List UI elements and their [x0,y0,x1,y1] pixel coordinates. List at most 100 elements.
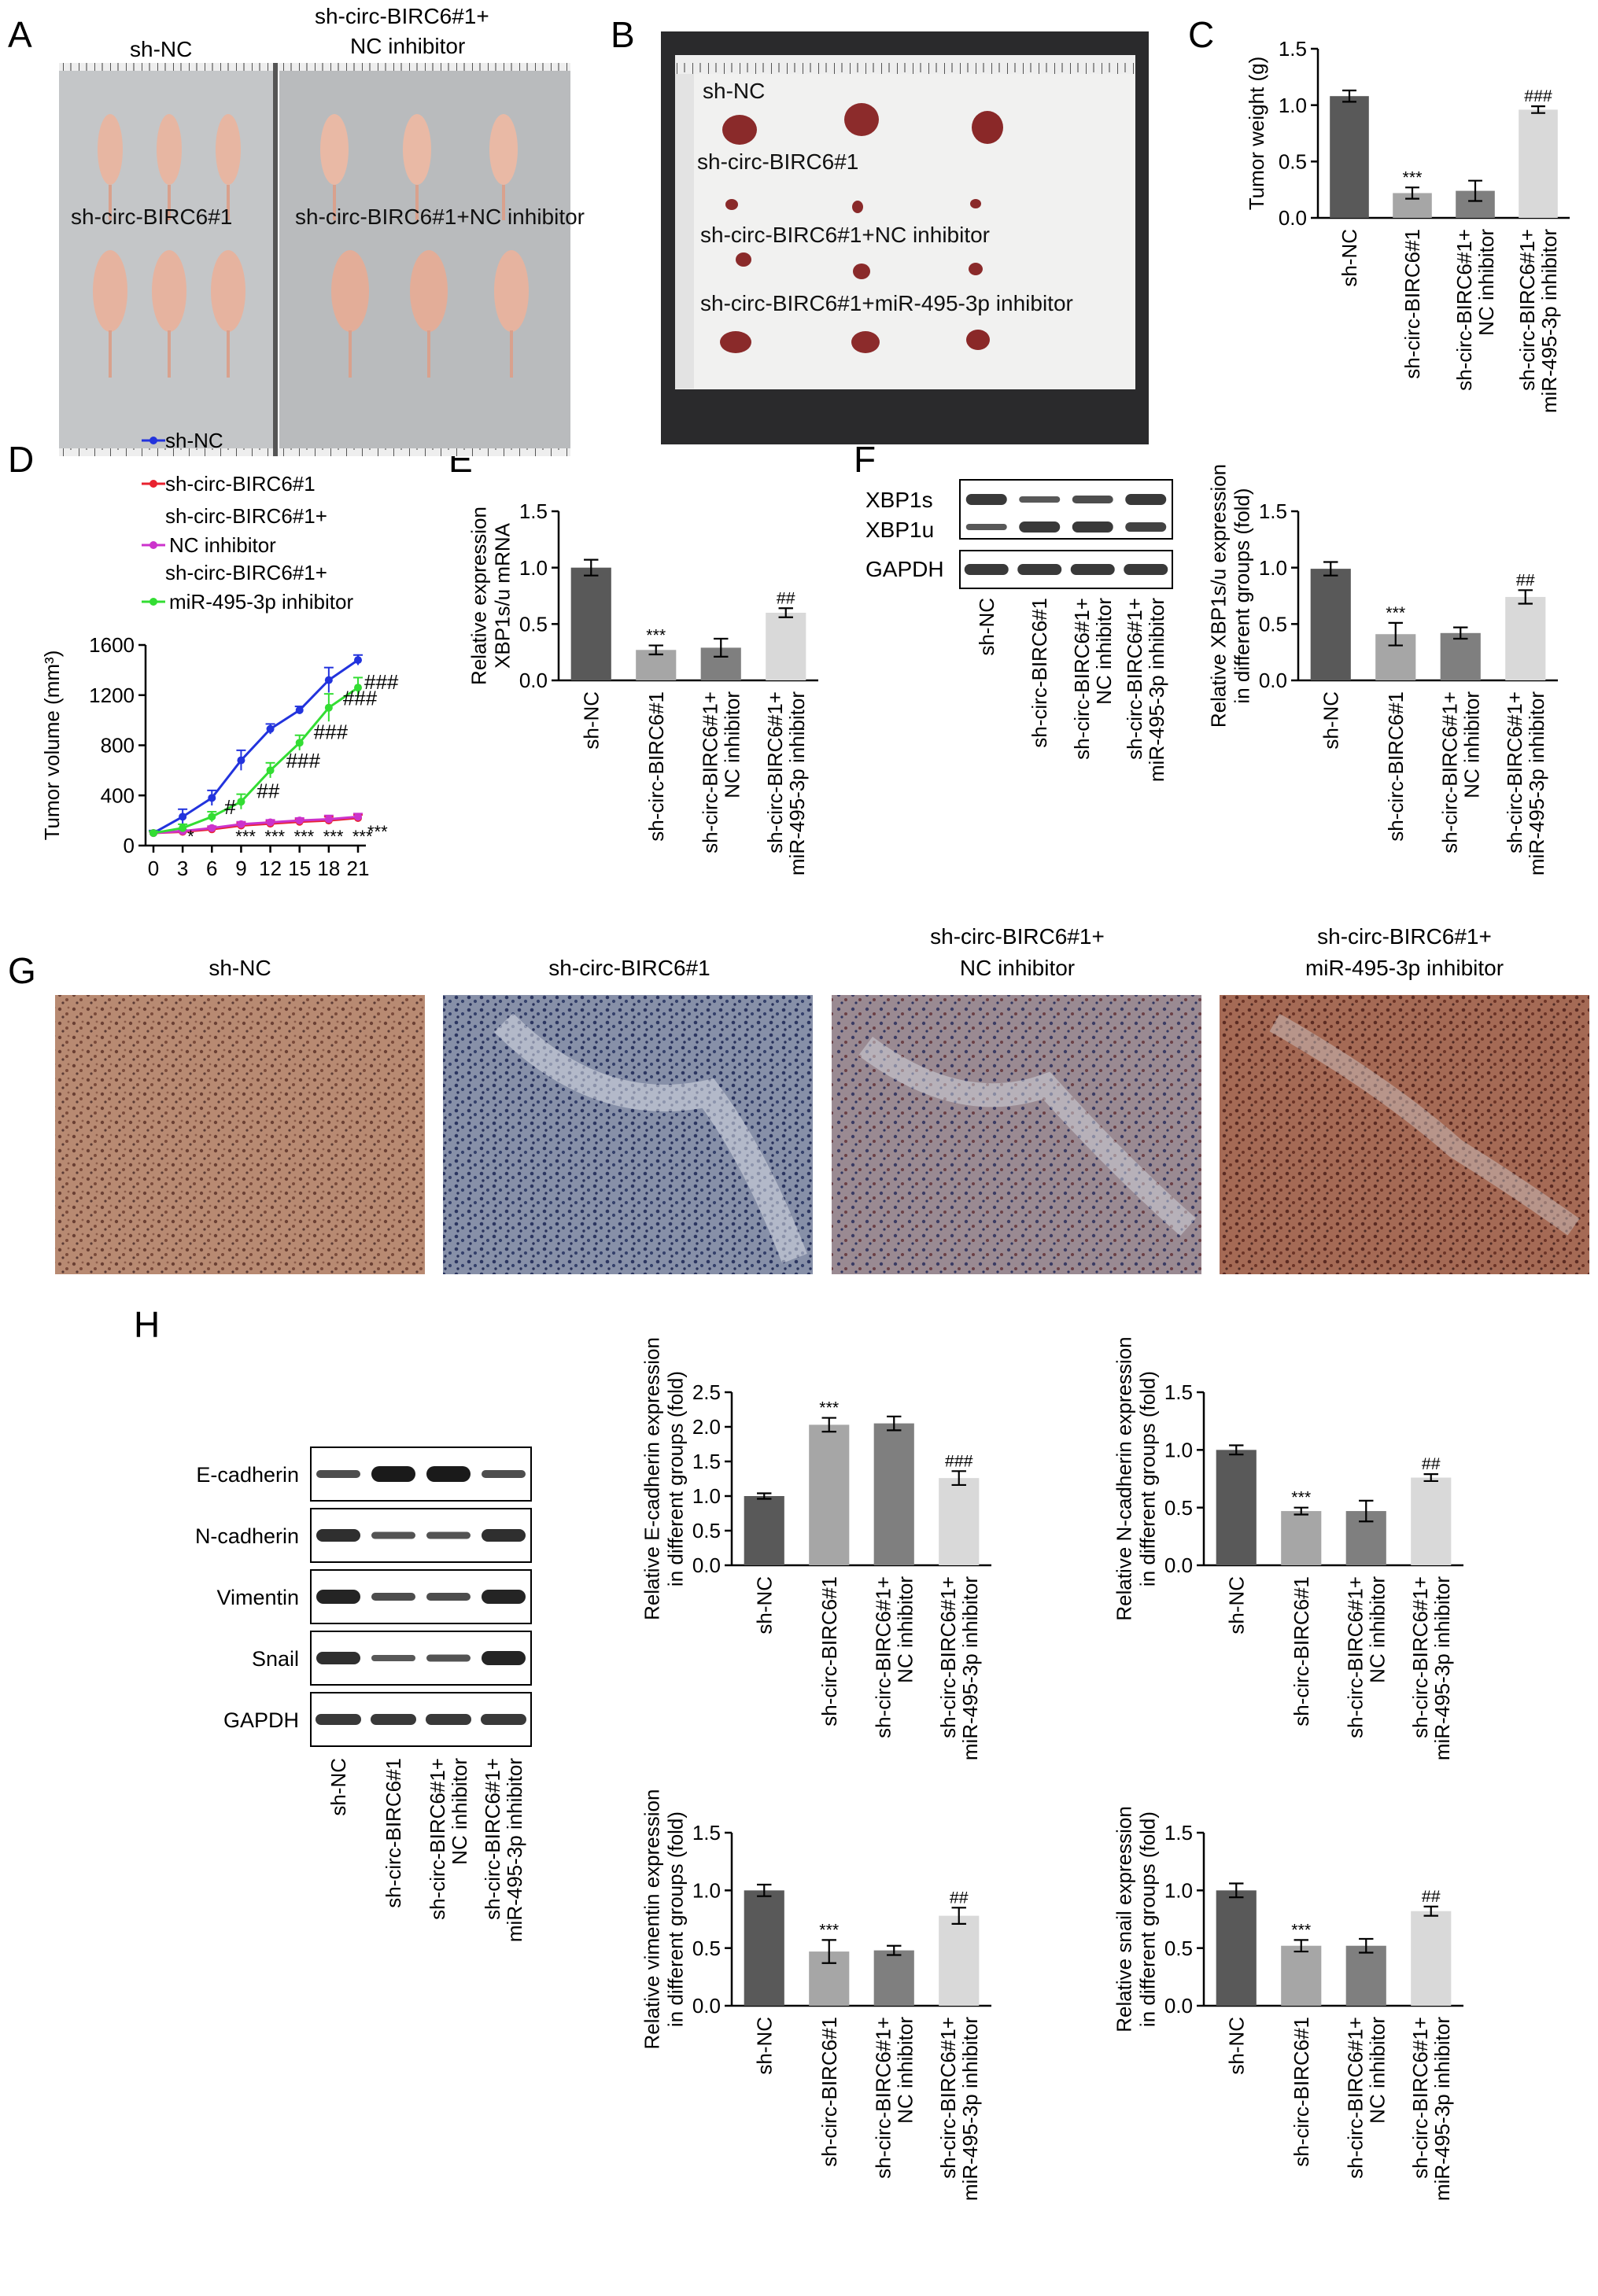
blot-f-xbp1u-band-1 [965,524,1007,530]
D-ytick-label-1: 400 [101,783,135,807]
panel-a-label-top-right-1: sh-circ-BIRC6#1+ [315,4,489,28]
D-legend-marker-2 [149,480,157,488]
D-ytick-label-2: 800 [101,734,135,757]
blotH-cat-4-line-1: sh-circ-BIRC6#1+ [481,1758,504,1920]
Snail-cat-3-line-1: sh-circ-BIRC6#1+ [1343,2017,1367,2179]
Snail-bar-4 [1411,1911,1452,2006]
Ecad-ylabel-line-1: Relative E-cadherin expression [640,1337,664,1620]
blot-h-vim-band-3 [426,1593,471,1601]
D-annotation-13: *** [367,822,388,842]
panel-b-label-4: sh-circ-BIRC6#1+miR-495-3p inhibitor [700,291,1073,315]
Snail-cat-4-line-1: sh-circ-BIRC6#1+ [1408,2017,1432,2179]
Snail-cat-3-line-2: NC inhibitor [1365,2017,1389,2124]
D-annotation-12: ### [364,670,399,694]
F-sig-2: *** [1386,603,1405,622]
blot-h-vim-band-2 [371,1593,415,1601]
D-ylabel-text: Tumor volume (mm³) [40,650,64,841]
Snail-bar-3 [1345,1945,1386,2006]
Ecad-bar-3 [873,1423,914,1565]
C-cat-2-line-1: sh-circ-BIRC6#1 [1401,229,1424,379]
E-sig-4: ## [777,588,795,607]
C-ytick-label-1: 0.5 [1279,149,1307,173]
blot-h-snail-band-2 [371,1655,415,1661]
Snail-bar-1 [1216,1890,1257,2006]
D-annotation-11: *** [352,827,373,846]
D-annotation-9: *** [323,827,344,846]
E-cat-4-line-2: miR-495-3p inhibitor [785,691,809,875]
blot-h-snail-band-1 [316,1652,360,1664]
C-sig-2: *** [1403,168,1423,186]
Vim-ylabel-line-2: in different groups (fold) [664,1811,688,2027]
Vim-ytick-label-1: 0.5 [692,1937,721,1960]
D-series-3-point-6 [324,815,333,824]
panel-label-f: F [854,439,876,480]
D-series-1-point-4 [266,724,275,733]
Vim-cat-4: sh-circ-BIRC6#1+miR-495-3p inhibitor [936,2017,982,2201]
ihc-image-3 [832,995,1201,1274]
Vim-ylabel: Relative vimentin expression in different… [640,1789,688,2050]
Snail-ylabel-line-2: in different groups (fold) [1136,1811,1160,2027]
blot-h-ecad-band-4 [482,1470,526,1478]
D-series-1-point-1 [179,813,187,821]
C-cat-1-line-1: sh-NC [1338,229,1361,287]
D-ytick-label-0: 0 [124,834,135,857]
Ncad-cat-3: sh-circ-BIRC6#1+NC inhibitor [1343,1576,1389,1738]
Snail-ylabel: Relative snail expression in different gr… [1113,1806,1160,2032]
ihc-label-4a: sh-circ-BIRC6#1+ [1317,924,1492,949]
blot-h-label-snail: Snail [252,1647,299,1671]
blotF-cat-4-line-1: sh-circ-BIRC6#1+ [1123,598,1146,760]
blot-h-label-vim: Vimentin [216,1586,299,1609]
E-bar-4 [766,613,806,680]
E-cat-2-line-1: sh-circ-BIRC6#1 [644,691,668,842]
F-cat-1: sh-NC [1319,691,1342,750]
D-series-4-point-3 [237,798,245,806]
Vim-cat-1: sh-NC [752,2017,776,2075]
C-ylabel-line-1: Tumor weight (g) [1245,57,1268,211]
tumor-row-2 [725,199,981,213]
E-sig-2: *** [646,626,666,645]
Vim-cat-4-line-1: sh-circ-BIRC6#1+ [936,2017,960,2179]
F-sig-4: ## [1516,570,1535,589]
Snail-bar-2 [1281,1945,1322,2006]
F-bar-3 [1440,632,1481,680]
ihc-label-2: sh-circ-BIRC6#1 [548,956,710,980]
blot-f-gapdh-band-3 [1070,564,1115,575]
C-cat-4-line-2: miR-495-3p inhibitor [1537,229,1561,413]
blot-h-snail-band-3 [426,1654,471,1662]
F-ylabel-line-2: in different groups (fold) [1231,488,1254,703]
E-bar-1 [570,567,611,680]
blotF-cat-2: sh-circ-BIRC6#1 [1028,598,1051,748]
D-series-4-point-2 [208,813,216,821]
C-ytick-label-3: 1.5 [1279,37,1307,61]
D-series-4-point-1 [179,824,187,832]
D-ylabel: Tumor volume (mm³) [40,650,64,841]
blotH-cat-4-line-2: miR-495-3p inhibitor [503,1758,526,1942]
E-ylabel-line-1: Relative expression [467,507,491,685]
Ecad-sig-4: ### [945,1451,973,1470]
Ncad-cat-4: sh-circ-BIRC6#1+miR-495-3p inhibitor [1408,1576,1454,1760]
F-ylabel-line-1: Relative XBP1s/u expression [1207,464,1231,728]
panel-g-ihc: sh-NC sh-circ-BIRC6#1 sh-circ-BIRC6#1+ N… [55,924,1589,1274]
Snail-cat-1-line-1: sh-NC [1224,2017,1248,2075]
E-cat-3: sh-circ-BIRC6#1+NC inhibitor [698,691,744,853]
Vim-cat-3-line-2: NC inhibitor [893,2017,917,2124]
blot-f-xbp1u-band-4 [1125,522,1167,532]
Ncad-cat-4-line-1: sh-circ-BIRC6#1+ [1408,1576,1432,1738]
Ecad-ytick-label-0: 0.0 [692,1553,721,1577]
F-ylabel: Relative XBP1s/u expression in different … [1207,464,1254,728]
E-ytick-label-0: 0.0 [519,669,548,692]
C-cat-3: sh-circ-BIRC6#1+NC inhibitor [1452,229,1498,391]
Vim-bar-4 [939,1915,980,2006]
blotH-cat-1-line-1: sh-NC [327,1758,350,1816]
blot-h-snail-band-4 [482,1651,526,1665]
D-ytick-label-3: 1200 [89,684,135,707]
D-ytick-label-4: 1600 [89,633,135,657]
blot-h-gapdh-band-3 [426,1714,471,1725]
E-cat-3-line-2: NC inhibitor [720,691,744,798]
panel-label-d: D [8,439,34,480]
D-legend-label-5: sh-circ-BIRC6#1+ [165,561,327,584]
